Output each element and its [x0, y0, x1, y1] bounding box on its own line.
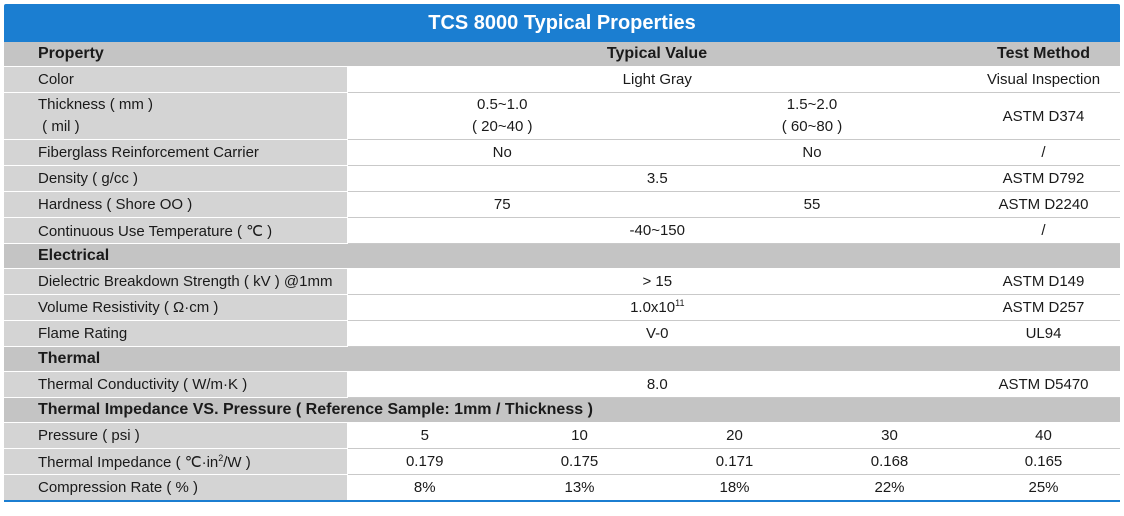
- compression-value: 25%: [967, 474, 1121, 502]
- section-title: Thermal: [4, 346, 1121, 372]
- row-label: Compression Rate ( % ): [4, 474, 348, 502]
- impedance-label-post: /W ): [223, 453, 251, 471]
- row-value: 8.0: [347, 371, 968, 398]
- section-row-impedance: Thermal Impedance VS. Pressure ( Referen…: [4, 397, 1121, 423]
- row-method: ASTM D149: [967, 268, 1121, 295]
- row-value: 55: [657, 191, 968, 218]
- pressure-value: 20: [657, 422, 812, 449]
- impedance-value: 0.171: [657, 448, 812, 475]
- table-row: Pressure ( psi ) 5 10 20 30 40: [4, 422, 1121, 449]
- resistivity-base: 1.0x10: [630, 299, 676, 316]
- header-test-method: Test Method: [967, 42, 1121, 67]
- row-value: Light Gray: [347, 66, 968, 93]
- table-row: Fiberglass Reinforcement Carrier No No /: [4, 139, 1121, 166]
- table-row: Hardness ( Shore OO ) 75 55 ASTM D2240: [4, 191, 1121, 218]
- section-row-thermal: Thermal: [4, 346, 1121, 372]
- compression-value: 8%: [347, 474, 502, 502]
- row-value: 75: [347, 191, 657, 218]
- row-label: Continuous Use Temperature ( ℃ ): [4, 217, 348, 244]
- table-row: Volume Resistivity ( Ω·cm ) 1.0x1011 AST…: [4, 294, 1121, 321]
- row-method: /: [967, 217, 1121, 244]
- row-method: ASTM D2240: [967, 191, 1121, 218]
- compression-value: 22%: [812, 474, 968, 502]
- table-title: TCS 8000 Typical Properties: [4, 4, 1120, 42]
- row-value: > 15: [347, 268, 968, 295]
- row-value: 1.0x1011: [347, 294, 968, 321]
- row-label: Thermal Conductivity ( W/m·K ): [4, 371, 348, 398]
- impedance-value: 0.175: [502, 448, 657, 475]
- row-method: ASTM D792: [967, 165, 1121, 192]
- table-row: Flame Rating V-0 UL94: [4, 320, 1121, 347]
- impedance-label-pre: Thermal Impedance ( ℃·in: [38, 453, 219, 471]
- table-row: Dielectric Breakdown Strength ( kV ) @1m…: [4, 268, 1121, 295]
- pressure-value: 10: [502, 422, 657, 449]
- thickness-value-2b: ( 60~80 ): [781, 118, 843, 135]
- impedance-value: 0.168: [812, 448, 968, 475]
- header-typical-value: Typical Value: [347, 42, 968, 67]
- resistivity-exponent: 11: [675, 298, 685, 308]
- row-value: 0.5~1.0 ( 20~40 ): [347, 92, 657, 140]
- row-label: Thermal Impedance ( ℃·in2/W ): [4, 448, 348, 475]
- row-label: Hardness ( Shore OO ): [4, 191, 348, 218]
- table-row: Color Light Gray Visual Inspection: [4, 66, 1121, 93]
- row-label: Pressure ( psi ): [4, 422, 348, 449]
- section-title: Thermal Impedance VS. Pressure ( Referen…: [4, 397, 1121, 423]
- row-method: Visual Inspection: [967, 66, 1121, 93]
- compression-value: 18%: [657, 474, 812, 502]
- row-value: 1.5~2.0 ( 60~80 ): [657, 92, 968, 140]
- section-title: Electrical: [4, 243, 1121, 269]
- thickness-value-2a: 1.5~2.0: [786, 96, 838, 113]
- row-method: ASTM D5470: [967, 371, 1121, 398]
- row-label: Color: [4, 66, 348, 93]
- table-row: Density ( g/cc ) 3.5 ASTM D792: [4, 165, 1121, 192]
- row-method: ASTM D257: [967, 294, 1121, 321]
- pressure-value: 40: [967, 422, 1121, 449]
- table-row: Thermal Conductivity ( W/m·K ) 8.0 ASTM …: [4, 371, 1121, 398]
- pressure-value: 5: [347, 422, 502, 449]
- row-value: No: [657, 139, 968, 166]
- thickness-value-1a: 0.5~1.0: [477, 96, 528, 113]
- table-row: Continuous Use Temperature ( ℃ ) -40~150…: [4, 217, 1121, 244]
- pressure-value: 30: [812, 422, 968, 449]
- thickness-mm-label: Thickness ( mm ): [38, 96, 154, 113]
- impedance-value: 0.165: [967, 448, 1121, 475]
- row-label: Flame Rating: [4, 320, 348, 347]
- impedance-label-exponent: 2: [218, 452, 224, 463]
- row-value: -40~150: [347, 217, 968, 244]
- row-method: /: [967, 139, 1121, 166]
- header-property: Property: [4, 42, 347, 67]
- header-row: Property Typical Value Test Method: [4, 42, 1121, 67]
- table-row: Thermal Impedance ( ℃·in2/W ) 0.179 0.17…: [4, 448, 1121, 475]
- row-method: UL94: [967, 320, 1121, 347]
- impedance-value: 0.179: [347, 448, 502, 475]
- row-value: No: [347, 139, 657, 166]
- compression-value: 13%: [502, 474, 657, 502]
- row-label: Dielectric Breakdown Strength ( kV ) @1m…: [4, 268, 348, 295]
- properties-sheet: TCS 8000 Typical Properties Property Typ…: [4, 4, 1121, 502]
- row-label: Volume Resistivity ( Ω·cm ): [4, 294, 348, 321]
- section-row-electrical: Electrical: [4, 243, 1121, 269]
- row-label: Thickness ( mm ) ( mil ): [4, 92, 348, 140]
- thickness-value-1b: ( 20~40 ): [472, 118, 533, 135]
- row-value: V-0: [347, 320, 968, 347]
- row-method: ASTM D374: [967, 92, 1121, 140]
- thickness-mil-label: ( mil ): [38, 118, 80, 135]
- properties-table: Property Typical Value Test Method Color…: [4, 42, 1121, 502]
- table-row: Thickness ( mm ) ( mil ) 0.5~1.0 ( 20~40…: [4, 92, 1121, 140]
- row-label: Density ( g/cc ): [4, 165, 348, 192]
- row-value: 3.5: [347, 165, 968, 192]
- table-row: Compression Rate ( % ) 8% 13% 18% 22% 25…: [4, 474, 1121, 502]
- row-label: Fiberglass Reinforcement Carrier: [4, 139, 348, 166]
